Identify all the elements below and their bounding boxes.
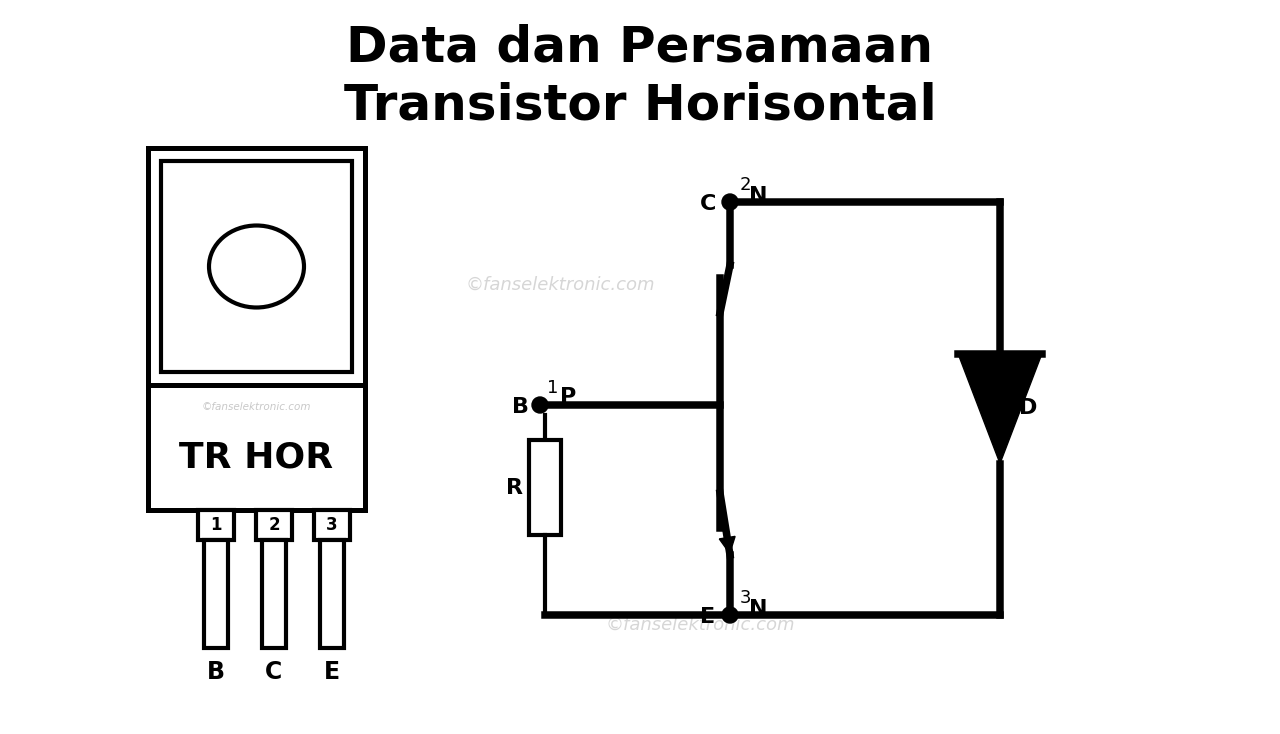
Text: TR HOR: TR HOR	[179, 440, 334, 474]
Text: C: C	[265, 660, 283, 684]
Bar	[262, 540, 285, 648]
Text: N: N	[749, 599, 767, 619]
Text: 3: 3	[326, 516, 338, 534]
Bar	[161, 161, 352, 372]
Polygon shape	[957, 354, 1042, 463]
Bar	[256, 510, 292, 540]
Text: 2: 2	[269, 516, 280, 534]
Text: N: N	[749, 186, 767, 206]
Text: 3: 3	[740, 589, 751, 607]
Text: ©fanselektronic.com: ©fanselektronic.com	[202, 402, 311, 412]
Circle shape	[722, 607, 739, 623]
Text: C: C	[700, 194, 717, 214]
Text: 1: 1	[548, 379, 558, 397]
Polygon shape	[719, 537, 735, 553]
Text: 2: 2	[740, 176, 751, 194]
Bar	[204, 540, 228, 648]
Circle shape	[532, 397, 548, 413]
Text: E: E	[324, 660, 340, 684]
Circle shape	[722, 194, 739, 210]
Bar	[198, 510, 234, 540]
Bar	[320, 540, 344, 648]
Text: D: D	[1019, 399, 1037, 418]
Text: ©fanselektronic.com: ©fanselektronic.com	[605, 616, 795, 634]
Text: E: E	[700, 607, 716, 627]
Text: ©fanselektronic.com: ©fanselektronic.com	[465, 276, 655, 294]
Text: B: B	[207, 660, 225, 684]
Text: 1: 1	[210, 516, 221, 534]
Text: P: P	[559, 387, 576, 407]
Bar	[314, 510, 349, 540]
Bar	[148, 148, 365, 510]
Text: R: R	[507, 478, 524, 498]
Text: B: B	[512, 397, 529, 417]
Bar	[529, 440, 561, 535]
Text: Transistor Horisontal: Transistor Horisontal	[343, 81, 937, 129]
Text: Data dan Persamaan: Data dan Persamaan	[347, 24, 933, 72]
Ellipse shape	[209, 225, 305, 308]
